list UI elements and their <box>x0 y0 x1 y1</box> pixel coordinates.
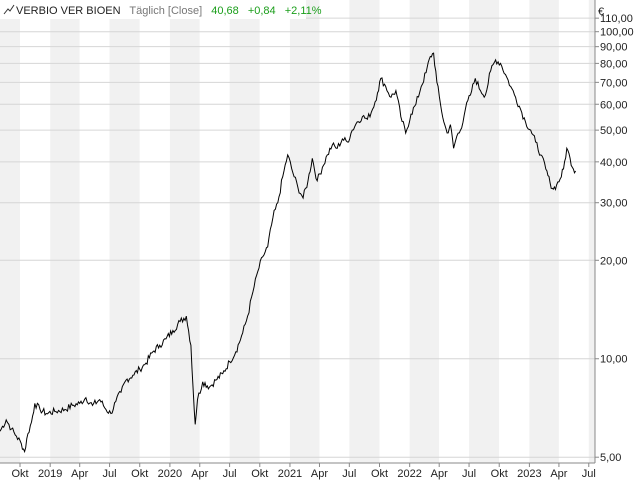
time-band <box>229 0 260 463</box>
price-line <box>0 52 577 454</box>
x-tick-label: Apr <box>191 468 208 480</box>
x-tick-label: 2021 <box>278 468 302 480</box>
x-tick-label: Apr <box>311 468 328 480</box>
y-tick-label: 20,00 <box>600 255 628 267</box>
x-tick-label: Okt <box>11 468 28 480</box>
change-absolute: +0,84 <box>248 5 276 17</box>
y-tick-label: 110,00 <box>600 13 633 25</box>
x-tick-label: Jul <box>342 468 356 480</box>
x-tick-label: Okt <box>371 468 388 480</box>
x-tick-label: Jul <box>223 468 237 480</box>
series-layer <box>0 52 577 454</box>
x-tick-label: Jul <box>103 468 117 480</box>
y-tick-label: 30,00 <box>600 198 628 210</box>
time-band <box>588 0 595 463</box>
interval-label: Täglich [Close] <box>129 5 202 17</box>
svg-text:VERBIO VER BIOEN Täglich: VERBIO VER BIOEN Täglich [Close] 40,68 +… <box>16 5 322 17</box>
x-tick-label: 2022 <box>397 468 421 480</box>
y-tick-label: 100,00 <box>600 27 634 39</box>
x-axis-ticks: Okt 2019 Apr Jul Okt 2020 Apr Jul Okt 2021 Apr Jul O… <box>11 463 596 480</box>
y-tick-label: 5,00 <box>600 452 621 464</box>
y-tick-label: 10,00 <box>600 354 628 366</box>
y-tick-label: 80,00 <box>600 58 628 70</box>
time-band <box>439 0 470 463</box>
line-chart-icon <box>3 4 15 15</box>
x-tick-label: Okt <box>491 468 508 480</box>
y-tick-label: 70,00 <box>600 77 628 89</box>
time-band <box>349 0 380 463</box>
time-band <box>169 0 200 463</box>
x-tick-label: Apr <box>550 468 567 480</box>
x-tick-label: 2020 <box>158 468 182 480</box>
y-tick-label: 60,00 <box>600 99 628 111</box>
currency-symbol: € <box>598 6 604 18</box>
time-band <box>469 0 500 463</box>
time-band <box>529 0 559 463</box>
y-tick-label: 40,00 <box>600 157 628 169</box>
y-axis-ticks: 110,00 100,00 90,00 80,00 70,00 60,00 50,00 40,… <box>595 13 634 464</box>
time-band <box>50 0 80 463</box>
x-tick-label: 2019 <box>38 468 62 480</box>
time-band <box>558 0 589 463</box>
x-tick-label: 2023 <box>517 468 541 480</box>
last-price: 40,68 <box>211 5 239 17</box>
x-tick-label: Okt <box>251 468 268 480</box>
time-band <box>259 0 290 463</box>
x-tick-label: Apr <box>71 468 88 480</box>
instrument-name: VERBIO VER BIOEN <box>16 5 121 17</box>
x-tick-label: Okt <box>131 468 148 480</box>
time-band <box>319 0 350 463</box>
time-band <box>409 0 440 463</box>
change-percent: +2,11% <box>285 5 322 17</box>
y-tick-label: 50,00 <box>600 125 628 137</box>
time-band <box>20 0 51 463</box>
y-tick-label: 90,00 <box>600 42 628 54</box>
x-tick-label: Apr <box>431 468 448 480</box>
time-band <box>379 0 410 463</box>
time-band <box>79 0 110 463</box>
time-band <box>139 0 170 463</box>
time-bands <box>0 0 595 463</box>
time-band <box>109 0 140 463</box>
chart-header: VERBIO VER BIOEN Täglich [Close] 40,68 +… <box>0 0 322 19</box>
time-band <box>0 0 21 463</box>
time-band <box>499 0 530 463</box>
time-band <box>289 0 320 463</box>
header-background <box>0 0 306 19</box>
x-tick-label: Jul <box>582 468 596 480</box>
x-tick-label: Jul <box>462 468 476 480</box>
grid-lines <box>0 17 595 458</box>
time-band <box>199 0 230 463</box>
